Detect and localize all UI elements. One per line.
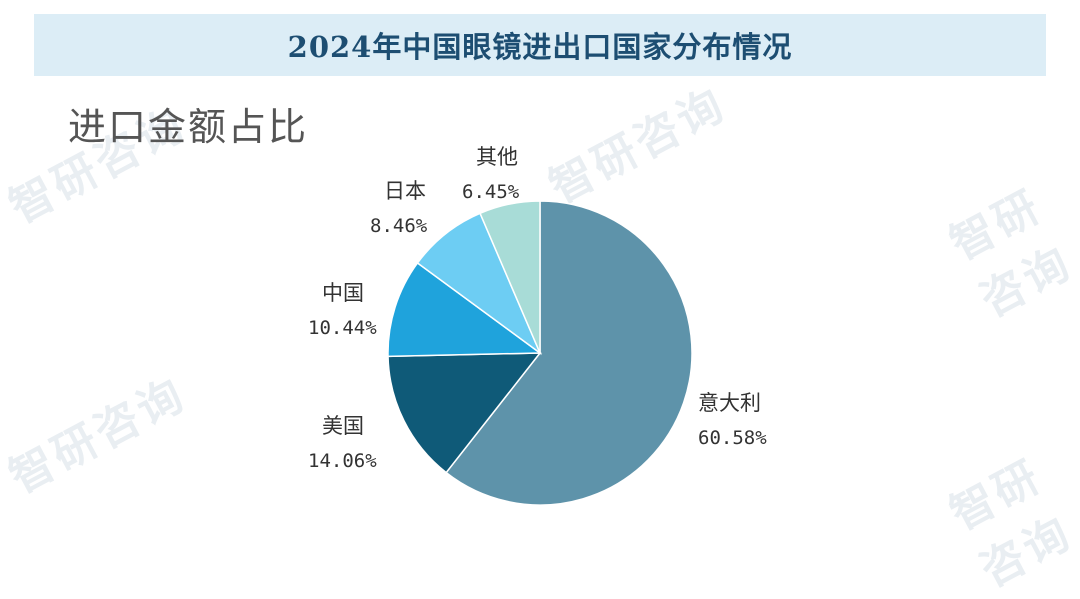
slice-value-label: 10.44% xyxy=(308,317,377,339)
pie-slice-2 xyxy=(387,261,543,358)
chart-title: 2024年中国眼镜进出口国家分布情况 xyxy=(287,30,793,64)
chart-subtitle: 进口金额占比 xyxy=(68,105,309,149)
pie-slice-4 xyxy=(479,200,541,354)
slice-value-label: 60.58% xyxy=(698,427,767,449)
slice-value-label: 6.45% xyxy=(462,181,520,203)
slice-label: 意大利 xyxy=(698,391,761,415)
slice-label: 美国 xyxy=(322,414,364,438)
pie-slice-0 xyxy=(445,200,693,506)
slice-label: 其他 xyxy=(476,145,518,169)
slice-value-label: 14.06% xyxy=(308,450,377,472)
slice-value-label: 8.46% xyxy=(370,215,428,237)
title-banner: 2024年中国眼镜进出口国家分布情况 xyxy=(34,14,1046,76)
slice-label: 日本 xyxy=(384,179,426,203)
pie-slice-1 xyxy=(387,352,542,474)
slice-label: 中国 xyxy=(322,281,364,305)
pie-chart: 意大利 60.58% 美国 14.06% 中国 10.44% 日本 8.46% 其他 6.45% xyxy=(308,145,767,506)
